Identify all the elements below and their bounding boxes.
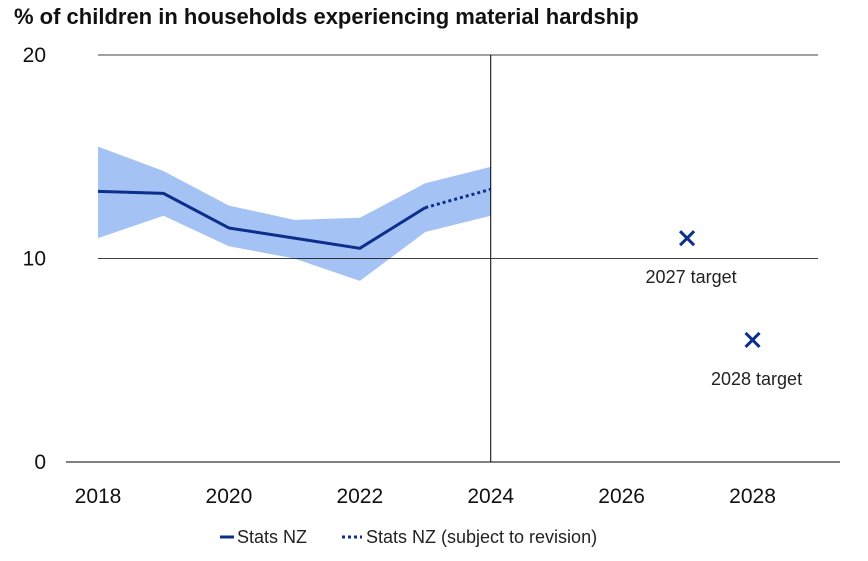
legend-label-stats-nz-revision: Stats NZ (subject to revision) <box>366 527 597 547</box>
x-tick-label-2028: 2028 <box>729 485 776 508</box>
target-label-2027: 2027 target <box>646 267 737 287</box>
x-tick-label-2020: 2020 <box>206 485 253 508</box>
x-tick-label-2026: 2026 <box>598 485 645 508</box>
series-line-1 <box>424 187 492 210</box>
x-tick-label-2024: 2024 <box>467 485 514 508</box>
x-tick-label-2018: 2018 <box>75 485 122 508</box>
target-marker-2027 <box>679 230 696 247</box>
legend-label-stats-nz: Stats NZ <box>237 527 307 547</box>
y-tick-label-20: 20 <box>23 44 46 67</box>
target-label-2028: 2028 target <box>711 369 802 389</box>
confidence-band <box>98 146 491 281</box>
chart-title: % of children in households experiencing… <box>14 4 639 29</box>
series-line-0 <box>97 189 427 250</box>
y-tick-label-0: 0 <box>34 451 46 474</box>
target-marker-2028 <box>744 331 761 348</box>
x-tick-label-2022: 2022 <box>336 485 383 508</box>
y-tick-label-10: 10 <box>23 248 46 271</box>
